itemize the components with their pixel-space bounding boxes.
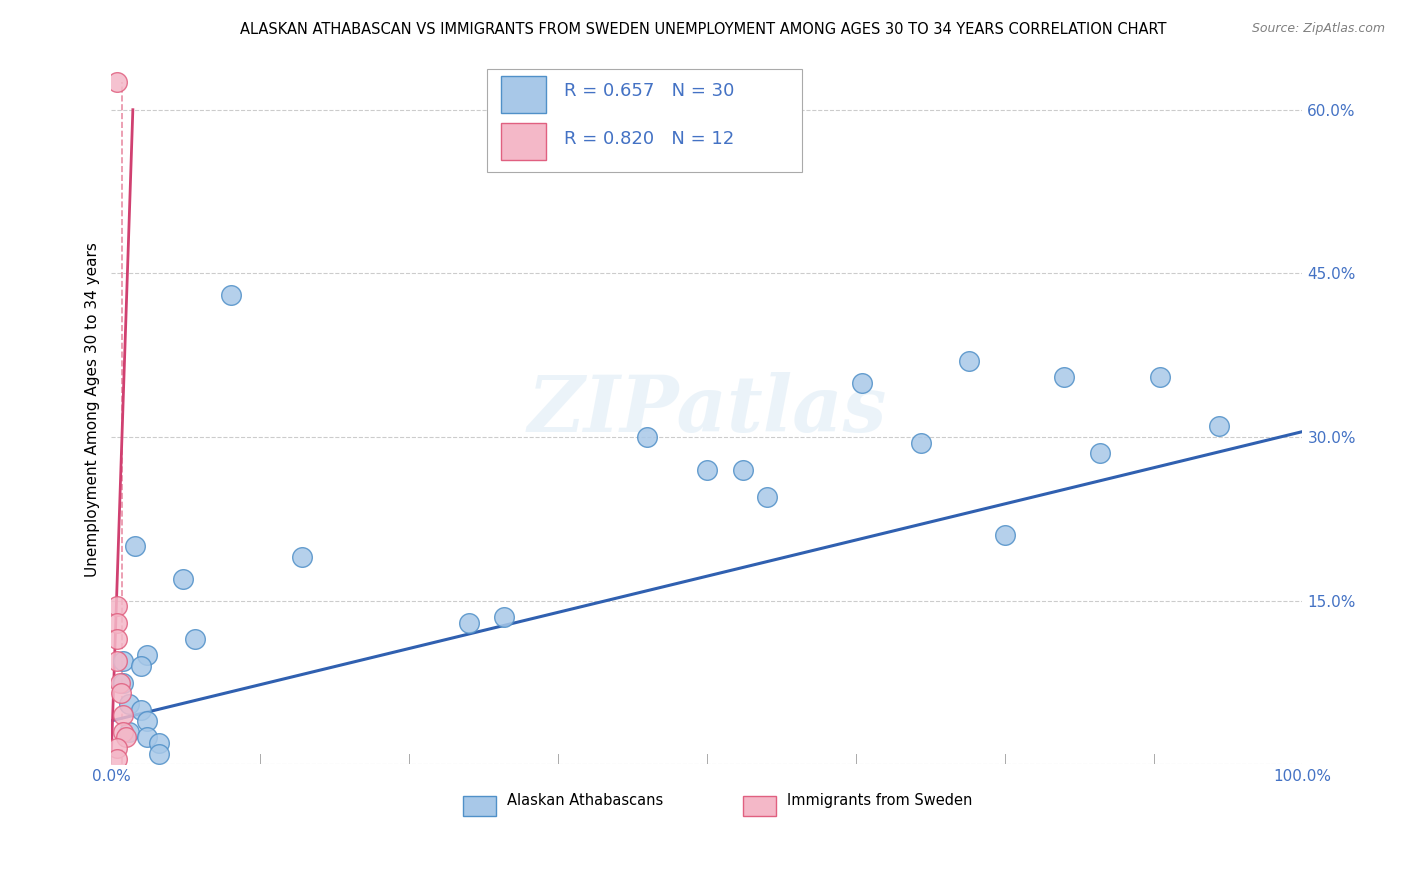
Point	[118, 724, 141, 739]
Point	[136, 730, 159, 744]
Point	[108, 675, 131, 690]
Point	[148, 736, 170, 750]
FancyBboxPatch shape	[742, 797, 776, 816]
Text: ZIPatlas: ZIPatlas	[527, 372, 887, 448]
Point	[118, 698, 141, 712]
Point	[105, 615, 128, 630]
Point	[851, 376, 873, 390]
Y-axis label: Unemployment Among Ages 30 to 34 years: Unemployment Among Ages 30 to 34 years	[86, 243, 100, 577]
Point	[114, 730, 136, 744]
Point	[112, 675, 135, 690]
Text: ALASKAN ATHABASCAN VS IMMIGRANTS FROM SWEDEN UNEMPLOYMENT AMONG AGES 30 TO 34 YE: ALASKAN ATHABASCAN VS IMMIGRANTS FROM SW…	[240, 22, 1166, 37]
Point	[112, 708, 135, 723]
Point	[1053, 370, 1076, 384]
Point	[910, 435, 932, 450]
Point	[129, 659, 152, 673]
Point	[755, 490, 778, 504]
Text: Source: ZipAtlas.com: Source: ZipAtlas.com	[1251, 22, 1385, 36]
Point	[105, 752, 128, 766]
Point	[129, 703, 152, 717]
Point	[105, 75, 128, 89]
Point	[219, 288, 242, 302]
Point	[136, 648, 159, 663]
Point	[105, 741, 128, 756]
Point	[105, 632, 128, 646]
Text: Immigrants from Sweden: Immigrants from Sweden	[787, 793, 972, 808]
Point	[136, 714, 159, 728]
Point	[112, 724, 135, 739]
Point	[731, 463, 754, 477]
Point	[636, 430, 658, 444]
Point	[124, 539, 146, 553]
Point	[148, 747, 170, 761]
Point	[112, 654, 135, 668]
Point	[1208, 419, 1230, 434]
Point	[696, 463, 718, 477]
Point	[172, 572, 194, 586]
Text: Alaskan Athabascans: Alaskan Athabascans	[506, 793, 664, 808]
FancyBboxPatch shape	[463, 797, 496, 816]
FancyBboxPatch shape	[501, 77, 546, 113]
Text: R = 0.657   N = 30: R = 0.657 N = 30	[564, 82, 734, 100]
Point	[1149, 370, 1171, 384]
Point	[994, 528, 1017, 542]
Point	[291, 550, 314, 565]
FancyBboxPatch shape	[501, 123, 546, 160]
Point	[957, 353, 980, 368]
Point	[1088, 446, 1111, 460]
Point	[457, 615, 479, 630]
Point	[184, 632, 207, 646]
Point	[494, 610, 516, 624]
Point	[105, 654, 128, 668]
Text: R = 0.820   N = 12: R = 0.820 N = 12	[564, 129, 734, 147]
Point	[110, 686, 132, 700]
FancyBboxPatch shape	[486, 70, 803, 172]
Point	[105, 599, 128, 614]
